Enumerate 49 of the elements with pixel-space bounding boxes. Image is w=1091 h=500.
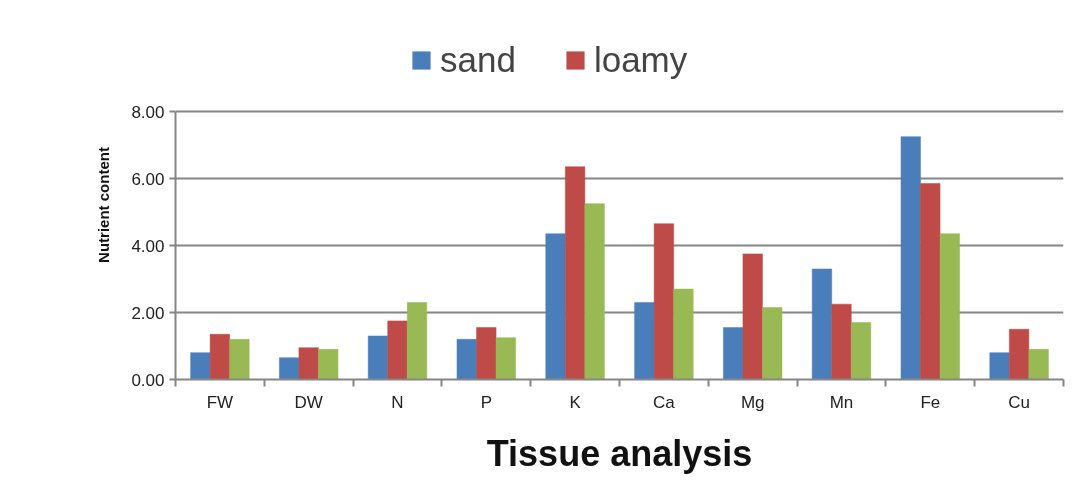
x-tick-label: Fe: [920, 392, 941, 412]
y-tick-label: 4.00: [131, 236, 165, 256]
bar: [851, 322, 872, 380]
bar: [653, 223, 674, 380]
bar: [279, 357, 300, 380]
x-tick-label: Mn: [829, 392, 854, 412]
x-axis-title: Tissue analysis: [486, 432, 753, 474]
bar: [762, 307, 783, 380]
legend-label: sand: [440, 40, 516, 80]
x-tick-label: Mg: [740, 392, 765, 412]
legend-label: loamy: [593, 40, 688, 80]
x-tick-label: N: [391, 392, 404, 412]
bar: [939, 233, 960, 380]
bar: [476, 327, 497, 380]
bar: [190, 352, 211, 380]
bar: [229, 339, 250, 380]
x-tick-label: Cu: [1008, 392, 1030, 412]
bar: [209, 334, 230, 380]
bar: [298, 347, 319, 380]
x-tick-label: DW: [294, 392, 323, 412]
bar: [584, 203, 605, 380]
bar: [811, 268, 832, 380]
y-tick-label: 2.00: [131, 303, 165, 323]
bar: [407, 302, 428, 380]
bar: [634, 302, 655, 380]
y-tick-label: 8.00: [131, 102, 165, 122]
bar: [1028, 349, 1049, 380]
y-tick-label: 6.00: [131, 169, 165, 189]
bar: [831, 303, 852, 380]
x-tick-label: P: [480, 392, 492, 412]
bar: [495, 337, 516, 380]
bar: [387, 320, 408, 380]
bar: [742, 253, 763, 380]
bar: [900, 136, 921, 380]
y-axis-title: Nutrient content: [95, 147, 113, 263]
x-tick-label: K: [569, 392, 582, 412]
bar: [367, 335, 388, 380]
y-tick-label: 0.00: [131, 370, 165, 390]
bar: [1009, 329, 1030, 380]
bar: [565, 166, 586, 380]
bar: [545, 233, 566, 380]
x-tick-label: FW: [206, 392, 234, 412]
bar: [920, 183, 941, 380]
bar: [318, 349, 339, 380]
bar: [989, 352, 1010, 380]
bar: [673, 288, 694, 380]
bar: [456, 339, 477, 380]
x-tick-label: Ca: [653, 392, 676, 412]
bar: [723, 327, 744, 380]
